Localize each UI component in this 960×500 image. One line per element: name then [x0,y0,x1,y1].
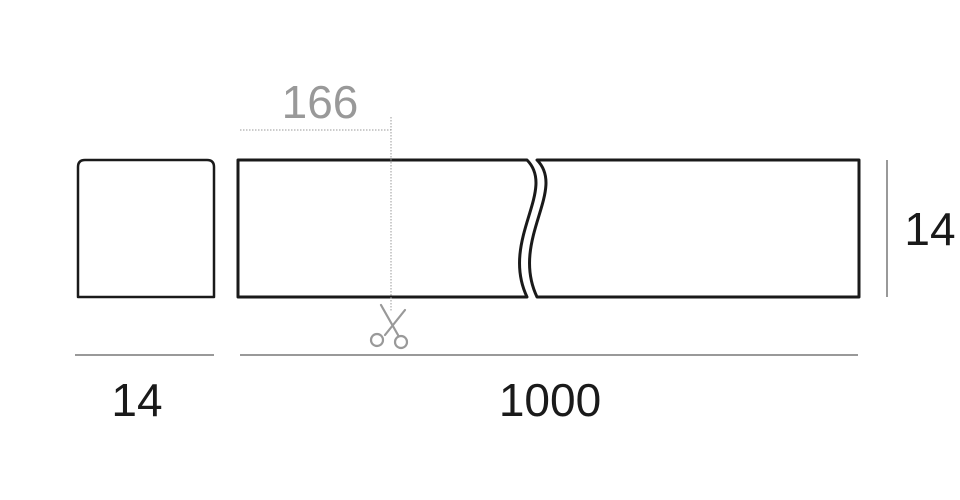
width-dimension-label: 14 [111,374,162,426]
cross-section-profile [78,160,214,297]
length-dimension-label: 1000 [499,374,601,426]
height-dimension-label: 14 [904,203,955,255]
profile-right-segment [530,160,859,297]
cut-interval-label: 166 [282,76,359,128]
profile-left-segment [238,160,536,297]
scissors-icon [371,305,407,348]
